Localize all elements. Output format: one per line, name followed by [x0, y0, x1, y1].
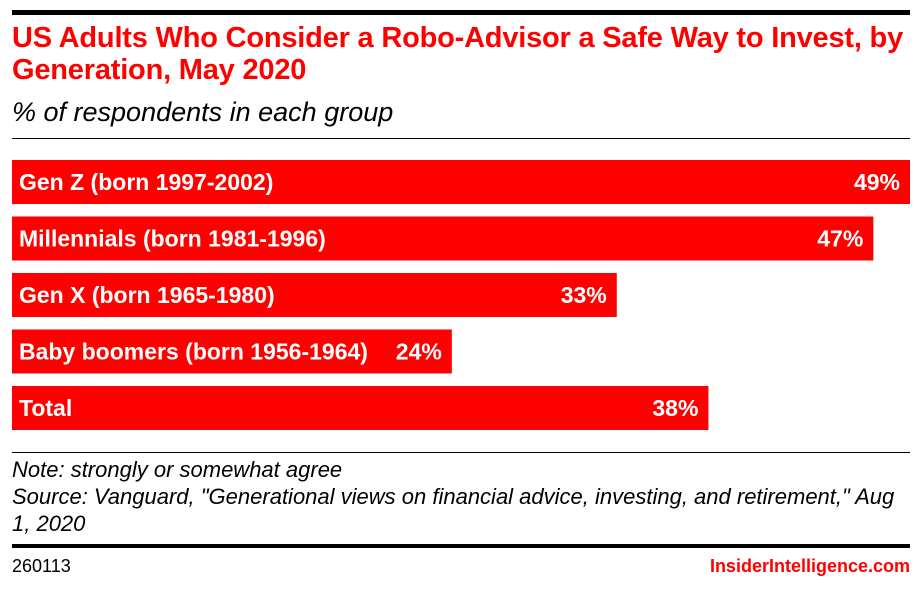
bar-4	[12, 386, 709, 430]
category-label-1: Millennials (born 1981-1996)	[19, 226, 326, 252]
chart-notes: Note: strongly or somewhat agree Source:…	[12, 456, 910, 537]
chart-id: 260113	[12, 556, 71, 576]
value-label-4: 38%	[652, 395, 698, 421]
note-text: Note: strongly or somewhat agree	[12, 457, 343, 482]
bar-1	[12, 216, 874, 261]
category-label-3: Baby boomers (born 1956-1964)	[19, 339, 368, 365]
value-label-1: 47%	[817, 226, 863, 252]
bar-2	[12, 273, 617, 317]
bar-chart: Gen Z (born 1997-2002) 49% Millennials (bo…	[12, 160, 910, 430]
brand-link[interactable]: InsiderIntelligence.com	[709, 556, 910, 576]
chart-subtitle: % of respondents in each group	[12, 97, 394, 127]
chart-title: US Adults Who Consider a Robo-Advisor a …	[12, 22, 904, 86]
value-label-0: 49%	[854, 169, 900, 195]
value-label-3: 24%	[396, 339, 442, 365]
category-label-2: Gen X (born 1965-1980)	[19, 282, 275, 308]
footer-rule	[12, 544, 910, 548]
notes-divider	[12, 452, 910, 453]
top-rule	[12, 10, 910, 15]
value-label-2: 33%	[561, 282, 607, 308]
category-label-4: Total	[19, 395, 72, 421]
header-divider	[12, 138, 910, 139]
bar-3	[12, 329, 452, 374]
bar-0	[12, 160, 910, 204]
category-label-0: Gen Z (born 1997-2002)	[19, 169, 273, 195]
source-text: Source: Vanguard, "Generational views on…	[12, 484, 895, 536]
